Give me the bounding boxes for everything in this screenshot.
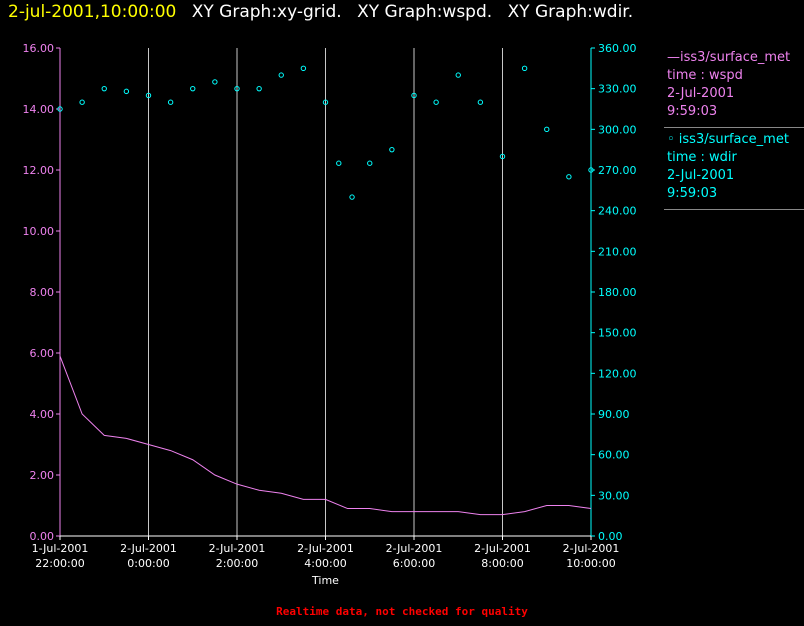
wdir-point bbox=[349, 194, 355, 200]
x-tick-time-label: 0:00:00 bbox=[127, 557, 169, 570]
wdir-point bbox=[212, 79, 218, 85]
y-right-tick-label: 360.00 bbox=[598, 42, 637, 55]
header-graph-xy-grid: XY Graph:xy-grid. bbox=[191, 2, 342, 22]
y-right-tick-label: 240.00 bbox=[598, 205, 637, 218]
wdir-point bbox=[57, 106, 63, 112]
wdir-point bbox=[367, 160, 373, 166]
legend-wspd-source: —iss3/surface_met bbox=[667, 50, 791, 65]
y-right-tick-label: 300.00 bbox=[598, 123, 637, 136]
wdir-point bbox=[389, 146, 395, 153]
wdir-point bbox=[588, 167, 594, 173]
y-right-tick-label: 90.00 bbox=[598, 408, 630, 421]
header-graph-wspd: XY Graph:wspd. bbox=[357, 2, 493, 22]
x-tick-time-label: 6:00:00 bbox=[393, 557, 435, 570]
x-tick-time-label: 4:00:00 bbox=[304, 557, 346, 570]
wdir-point bbox=[455, 72, 461, 78]
legend-wdir-variable: time : wdir bbox=[667, 150, 737, 165]
wdir-point bbox=[544, 126, 550, 133]
legend-wdir-date: 2-Jul-2001 bbox=[667, 168, 735, 183]
wdir-point bbox=[101, 85, 107, 92]
wdir-point bbox=[234, 85, 240, 92]
x-tick-time-label: 22:00:00 bbox=[35, 557, 84, 570]
wdir-point bbox=[167, 99, 174, 105]
wdir-point bbox=[79, 99, 85, 105]
y-left-tick-label: 14.00 bbox=[23, 103, 55, 116]
y-right-tick-label: 180.00 bbox=[598, 286, 637, 299]
y-right-tick-label: 0.00 bbox=[598, 530, 623, 543]
wdir-point bbox=[499, 153, 506, 160]
y-left-tick-label: 10.00 bbox=[23, 225, 55, 238]
y-left-tick-label: 16.00 bbox=[23, 42, 55, 55]
x-tick-time-label: 10:00:00 bbox=[566, 557, 615, 570]
y-right-tick-label: 210.00 bbox=[598, 245, 637, 258]
y-left-tick-label: 12.00 bbox=[23, 164, 55, 177]
y-left-tick-label: 4.00 bbox=[30, 408, 55, 421]
header-timestamp: 2-jul-2001,10:00:00 bbox=[8, 2, 177, 22]
x-tick-date-label: 2-Jul-2001 bbox=[297, 542, 354, 555]
xy-graph-plot: 0.00 2.00 4.00 6.00 8.00 10.00 12.00 14.00 16.00… bbox=[23, 42, 637, 587]
wspd-series-line bbox=[59, 355, 592, 516]
x-tick-time-label: 2:00:00 bbox=[216, 557, 258, 570]
wdir-point bbox=[322, 99, 329, 105]
wdir-point bbox=[300, 65, 307, 72]
y-left-tick-label: 6.00 bbox=[30, 347, 55, 360]
legend: —iss3/surface_met time : wspd 2-Jul-2001… bbox=[664, 46, 804, 210]
y-right-tick-label: 60.00 bbox=[598, 449, 630, 462]
wdir-point bbox=[190, 85, 196, 92]
wdir-point bbox=[336, 160, 342, 166]
x-tick-date-label: 1-Jul-2001 bbox=[32, 542, 89, 555]
x-tick-time-label: 8:00:00 bbox=[481, 557, 523, 570]
legend-entry-wdir[interactable]: ◦ iss3/surface_met time : wdir 2-Jul-200… bbox=[664, 128, 804, 210]
quality-disclaimer: Realtime data, not checked for quality bbox=[276, 605, 528, 618]
legend-wspd-time: 9:59:03 bbox=[667, 104, 718, 119]
y-right-tick-label: 330.00 bbox=[598, 83, 637, 96]
x-tick-date-label: 2-Jul-2001 bbox=[386, 542, 443, 555]
wdir-point bbox=[566, 174, 572, 180]
x-tick-date-label: 2-Jul-2001 bbox=[209, 542, 266, 555]
x-tick-date-label: 2-Jul-2001 bbox=[563, 542, 620, 555]
wdir-point bbox=[521, 65, 528, 72]
legend-wdir-source: ◦ iss3/surface_met bbox=[667, 132, 789, 147]
wdir-point bbox=[145, 92, 152, 99]
wdir-point bbox=[123, 88, 130, 95]
y-left-tick-label: 0.00 bbox=[30, 530, 55, 543]
legend-wspd-date: 2-Jul-2001 bbox=[667, 86, 735, 101]
x-tick-date-label: 2-Jul-2001 bbox=[120, 542, 177, 555]
y-right-tick-label: 30.00 bbox=[598, 489, 630, 502]
y-right-tick-label: 120.00 bbox=[598, 367, 637, 380]
legend-wspd-variable: time : wspd bbox=[667, 68, 743, 83]
wdir-point bbox=[256, 85, 262, 92]
wdir-point bbox=[477, 99, 484, 105]
y-right-tick-label: 150.00 bbox=[598, 327, 637, 340]
graph-header: 2-jul-2001,10:00:00 XY Graph:xy-grid. XY… bbox=[8, 2, 633, 22]
wdir-point bbox=[411, 92, 417, 99]
x-axis-title: Time bbox=[311, 574, 339, 587]
wdir-point bbox=[433, 99, 439, 105]
legend-wdir-time: 9:59:03 bbox=[667, 186, 718, 201]
y-left-tick-label: 2.00 bbox=[30, 469, 55, 482]
legend-entry-wspd[interactable]: —iss3/surface_met time : wspd 2-Jul-2001… bbox=[664, 46, 804, 128]
wdir-point bbox=[278, 72, 284, 78]
header-graph-wdir: XY Graph:wdir. bbox=[507, 2, 634, 22]
y-right-tick-label: 270.00 bbox=[598, 164, 637, 177]
y-left-tick-label: 8.00 bbox=[30, 286, 55, 299]
x-tick-date-label: 2-Jul-2001 bbox=[474, 542, 531, 555]
